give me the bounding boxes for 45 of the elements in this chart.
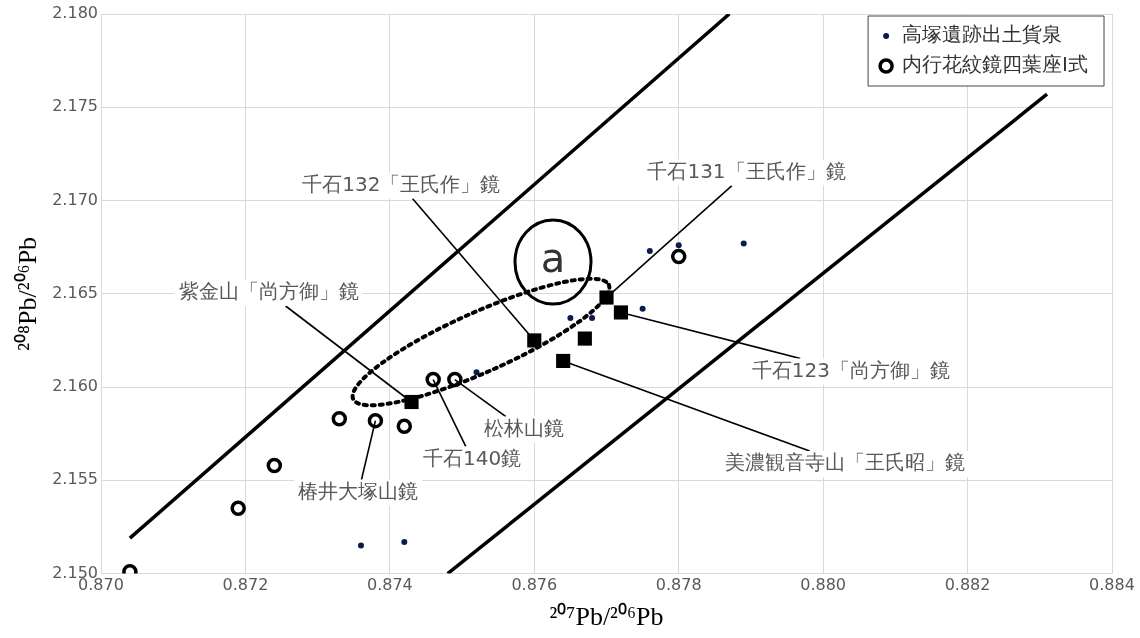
point bbox=[266, 457, 283, 474]
point bbox=[639, 305, 646, 312]
y-tick-label: 2.165 bbox=[52, 282, 98, 302]
annotation: 千石131「王氏作」鏡 bbox=[647, 158, 846, 183]
y-tick-label: 2.180 bbox=[52, 3, 98, 23]
y-tick-label: 2.155 bbox=[52, 469, 98, 489]
y-tick-label: 2.170 bbox=[52, 189, 98, 209]
point bbox=[367, 412, 384, 429]
x-tick-label: 0.872 bbox=[222, 575, 269, 595]
annotation: 松林山鏡 bbox=[483, 415, 564, 440]
point bbox=[740, 240, 747, 247]
x-tick-label: 0.884 bbox=[1089, 575, 1135, 595]
x-tick-label: 0.878 bbox=[655, 575, 702, 595]
annotation: 椿井大塚山鏡 bbox=[298, 478, 419, 503]
point bbox=[577, 331, 592, 346]
annotation: 千石132「王氏作」鏡 bbox=[302, 171, 501, 196]
x-tick-label: 0.882 bbox=[944, 575, 991, 595]
point bbox=[357, 542, 364, 549]
x-tick-label: 0.876 bbox=[511, 575, 558, 595]
y-tick-label: 2.160 bbox=[52, 376, 98, 396]
point bbox=[473, 369, 480, 376]
legend-label: 内行花紋鏡四葉座Ⅰ式 bbox=[902, 52, 1089, 77]
point bbox=[567, 315, 574, 322]
point bbox=[589, 315, 596, 322]
point bbox=[613, 305, 629, 320]
point bbox=[331, 411, 348, 427]
annotation: 紫金山「尚方御」鏡 bbox=[178, 279, 359, 304]
y-axis-title: ²⁰⁸Pb/²⁰⁶Pb bbox=[13, 236, 43, 351]
point bbox=[646, 247, 653, 254]
annotation: 美濃観音寺山「王氏昭」鏡 bbox=[725, 450, 966, 475]
point bbox=[425, 371, 441, 388]
annotation: a bbox=[540, 235, 566, 282]
x-tick-label: 0.874 bbox=[366, 575, 413, 595]
point bbox=[230, 500, 246, 517]
x-tick-label: 0.880 bbox=[800, 575, 847, 595]
point bbox=[396, 418, 413, 434]
legend-label: 高塚遺跡出土貨泉 bbox=[902, 22, 1063, 47]
point bbox=[556, 353, 571, 369]
point bbox=[675, 242, 682, 249]
annotation: 千石140鏡 bbox=[423, 445, 522, 470]
x-axis-title: ²⁰⁷Pb/²⁰⁶Pb bbox=[549, 602, 664, 632]
point bbox=[670, 248, 687, 265]
point bbox=[401, 538, 408, 545]
annotation: 千石123「尚方御」鏡 bbox=[751, 357, 951, 382]
y-tick-label: 2.175 bbox=[52, 96, 98, 116]
